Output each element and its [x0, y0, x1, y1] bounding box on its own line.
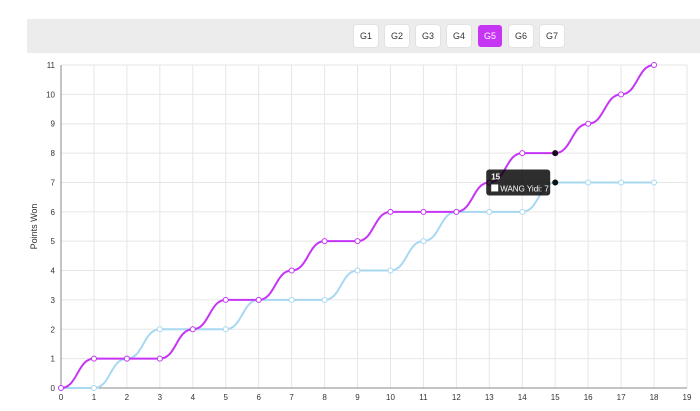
data-point[interactable]	[156, 355, 163, 362]
x-tick-label: 9	[355, 393, 360, 402]
data-point[interactable]	[519, 150, 526, 157]
x-tick-label: 0	[59, 393, 64, 402]
x-tick-label: 7	[289, 393, 294, 402]
data-point[interactable]	[585, 120, 592, 127]
data-point[interactable]	[420, 238, 427, 245]
data-point[interactable]	[420, 208, 427, 215]
game-tabs: G1 G2 G3 G4 G5 G6 G7	[354, 25, 564, 47]
game-tab-g6[interactable]: G6	[509, 25, 533, 47]
data-point[interactable]	[123, 355, 130, 362]
data-point[interactable]	[585, 179, 592, 186]
y-tick-label: 5	[51, 237, 56, 246]
data-point[interactable]	[651, 62, 658, 68]
y-tick-label: 9	[51, 120, 56, 129]
x-tick-label: 4	[191, 393, 196, 402]
x-tick-label: 2	[125, 393, 130, 402]
x-tick-label: 16	[584, 393, 593, 402]
y-tick-label: 4	[51, 267, 56, 276]
data-point[interactable]	[519, 208, 526, 215]
game-tab-g1[interactable]: G1	[354, 25, 378, 47]
tooltip-text: WANG Yidi: 7	[500, 184, 549, 193]
y-tick-label: 10	[46, 90, 55, 99]
tooltip-swatch	[491, 184, 499, 192]
y-tick-label: 0	[51, 384, 56, 393]
data-point[interactable]	[90, 355, 97, 362]
data-point[interactable]	[321, 238, 328, 245]
game-tab-g4[interactable]: G4	[447, 25, 471, 47]
data-point[interactable]	[222, 326, 229, 333]
data-point[interactable]	[189, 326, 196, 333]
y-tick-label: 8	[51, 149, 56, 158]
x-tick-label: 10	[386, 393, 395, 402]
game-tab-g7[interactable]: G7	[540, 25, 564, 47]
x-tick-label: 14	[518, 393, 527, 402]
y-tick-label: 6	[51, 208, 56, 217]
x-tick-label: 3	[158, 393, 163, 402]
y-tick-label: 1	[51, 355, 56, 364]
data-point[interactable]	[288, 267, 295, 274]
x-tick-label: 18	[650, 393, 659, 402]
y-tick-label: 7	[51, 178, 56, 187]
data-point[interactable]	[618, 91, 625, 98]
x-tick-label: 11	[419, 393, 428, 402]
game-tab-g2[interactable]: G2	[385, 25, 409, 47]
game-tab-g3[interactable]: G3	[416, 25, 440, 47]
y-tick-label: 3	[51, 296, 56, 305]
x-tick-label: 13	[485, 393, 494, 402]
x-tick-label: 8	[322, 393, 327, 402]
hover-point-1	[552, 150, 559, 157]
x-tick-label: 15	[551, 393, 560, 402]
data-point[interactable]	[156, 326, 163, 333]
data-point[interactable]	[321, 296, 328, 303]
data-point[interactable]	[651, 179, 658, 186]
data-point[interactable]	[288, 296, 295, 303]
y-axis-title: Points Won	[29, 204, 39, 250]
data-point[interactable]	[387, 208, 394, 215]
x-tick-label: 1	[92, 393, 97, 402]
tooltip-title: 15	[491, 172, 500, 181]
data-point[interactable]	[255, 296, 262, 303]
data-point[interactable]	[354, 238, 361, 245]
x-tick-label: 6	[256, 393, 261, 402]
x-tick-label: 5	[224, 393, 229, 402]
game-tab-g5[interactable]: G5	[478, 25, 502, 47]
data-point[interactable]	[90, 385, 97, 391]
data-point[interactable]	[222, 296, 229, 303]
y-tick-label: 2	[51, 325, 56, 334]
data-point[interactable]	[58, 385, 64, 391]
hover-point-2	[552, 179, 559, 186]
data-point[interactable]	[387, 267, 394, 274]
data-point[interactable]	[354, 267, 361, 274]
x-tick-label: 12	[452, 393, 461, 402]
data-point[interactable]	[453, 208, 460, 215]
tooltip-box	[486, 169, 551, 196]
x-tick-label: 19	[683, 393, 692, 402]
y-tick-label: 11	[47, 61, 56, 70]
data-point[interactable]	[486, 208, 493, 215]
data-point[interactable]	[618, 179, 625, 186]
x-tick-label: 17	[617, 393, 626, 402]
